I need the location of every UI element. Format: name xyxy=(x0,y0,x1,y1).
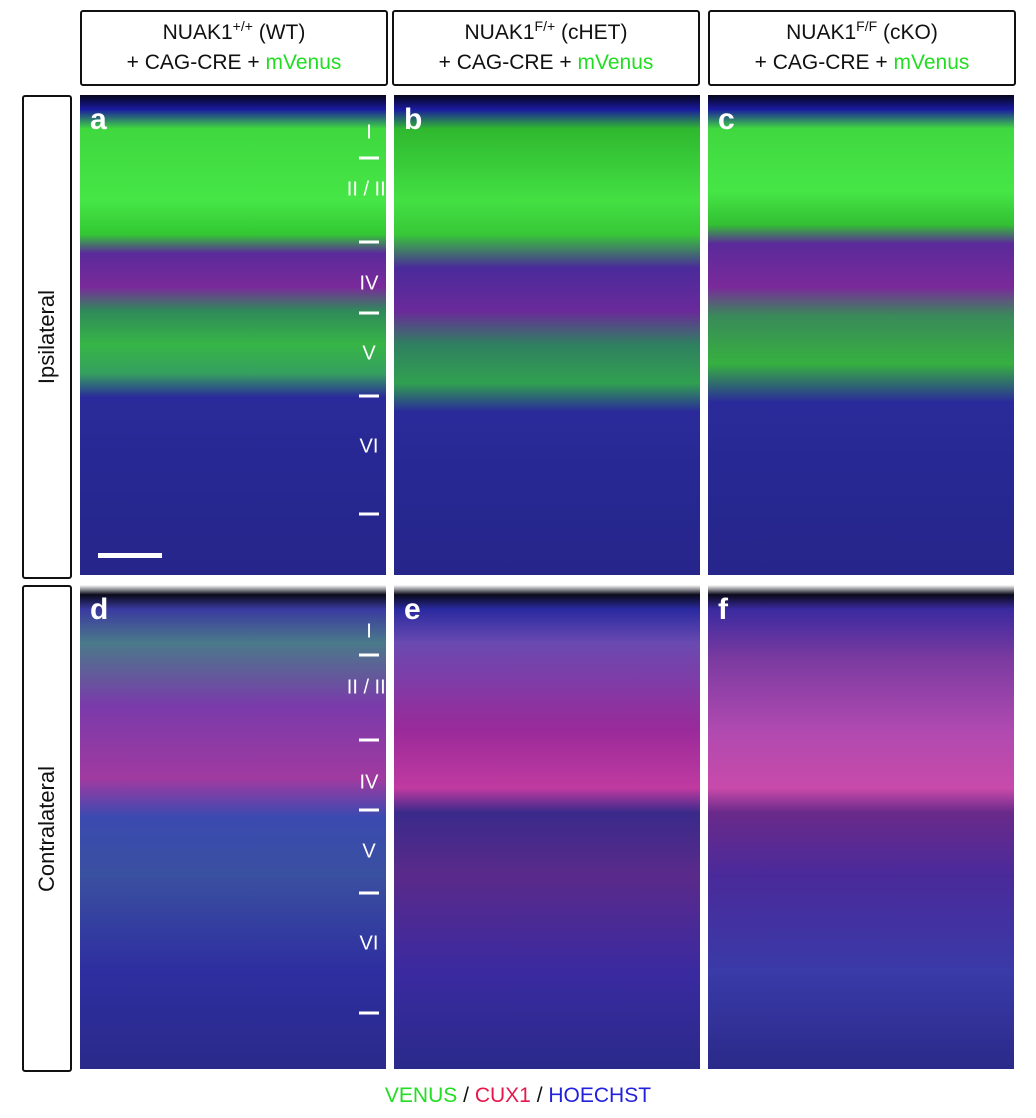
panel-letter: a xyxy=(90,103,107,136)
panel-letter: f xyxy=(718,593,728,626)
row-label-text: Ipsilateral xyxy=(34,289,59,385)
genotype: F/+ xyxy=(534,18,556,34)
layer-boundary xyxy=(359,738,379,742)
row-label: Ipsilateral xyxy=(22,95,72,579)
layer-label: IV xyxy=(359,272,379,295)
layer-label: I xyxy=(366,121,372,144)
legend-separator: / xyxy=(463,1084,469,1107)
legend-separator: / xyxy=(536,1084,543,1107)
column-header: NUAK1F/+ (cHET) + CAG-CRE + mVenus xyxy=(392,10,700,86)
micrograph: e xyxy=(394,585,700,1069)
layer-label: II / III xyxy=(346,178,386,201)
layer-boundary xyxy=(359,891,379,895)
reporter: mVenus xyxy=(265,51,342,74)
column-header: NUAK1F/F (cKO) + CAG-CRE + mVenus xyxy=(708,10,1016,86)
label: (cHET) xyxy=(561,21,628,44)
label: (cKO) xyxy=(883,21,938,44)
genotype: F/F xyxy=(856,18,878,34)
layer-boundary xyxy=(359,1011,379,1015)
layer-boundary xyxy=(359,653,379,657)
row-label-text: Contralateral xyxy=(34,765,59,892)
legend: VENUS / CUX1 / HOECHST xyxy=(0,1084,1036,1108)
construct: + CAG-CRE + xyxy=(438,51,572,74)
layer-boundary xyxy=(359,311,379,315)
layer-label: V xyxy=(362,342,376,365)
panel-letter: b xyxy=(404,103,423,136)
gene: NUAK1 xyxy=(786,21,857,44)
micrograph: a I II / III IV V VI xyxy=(80,95,386,575)
layer-label: VI xyxy=(359,932,379,955)
panel-letter: d xyxy=(90,593,109,626)
layer-label: IV xyxy=(359,771,379,794)
column-header: NUAK1+/+ (WT) + CAG-CRE + mVenus xyxy=(80,10,388,86)
reporter: mVenus xyxy=(893,51,970,74)
layer-label: VI xyxy=(359,435,379,458)
layer-boundary xyxy=(359,512,379,516)
micrograph: d I II / III IV V VI xyxy=(80,585,386,1069)
micrograph: b xyxy=(394,95,700,575)
layer-boundary xyxy=(359,394,379,398)
scale-bar xyxy=(98,553,162,558)
reporter: mVenus xyxy=(577,51,654,74)
micrograph: c xyxy=(708,95,1014,575)
panel-letter: e xyxy=(404,593,421,626)
row-label: Contralateral xyxy=(22,585,72,1072)
label: (WT) xyxy=(258,21,306,44)
legend-item: CUX1 xyxy=(474,1084,531,1107)
gene: NUAK1 xyxy=(162,21,233,44)
legend-item: HOECHST xyxy=(548,1084,652,1107)
layer-label: V xyxy=(362,840,376,863)
gene: NUAK1 xyxy=(464,21,535,44)
layer-boundary xyxy=(359,808,379,812)
micrograph: f xyxy=(708,585,1014,1069)
legend-item: VENUS xyxy=(384,1084,458,1107)
layer-label: I xyxy=(366,620,372,643)
panel-letter: c xyxy=(718,103,735,136)
layer-boundary xyxy=(359,240,379,244)
genotype: +/+ xyxy=(232,18,253,34)
construct: + CAG-CRE + xyxy=(754,51,888,74)
layer-label: II / III xyxy=(346,676,386,699)
construct: + CAG-CRE + xyxy=(126,51,260,74)
layer-boundary xyxy=(359,156,379,160)
